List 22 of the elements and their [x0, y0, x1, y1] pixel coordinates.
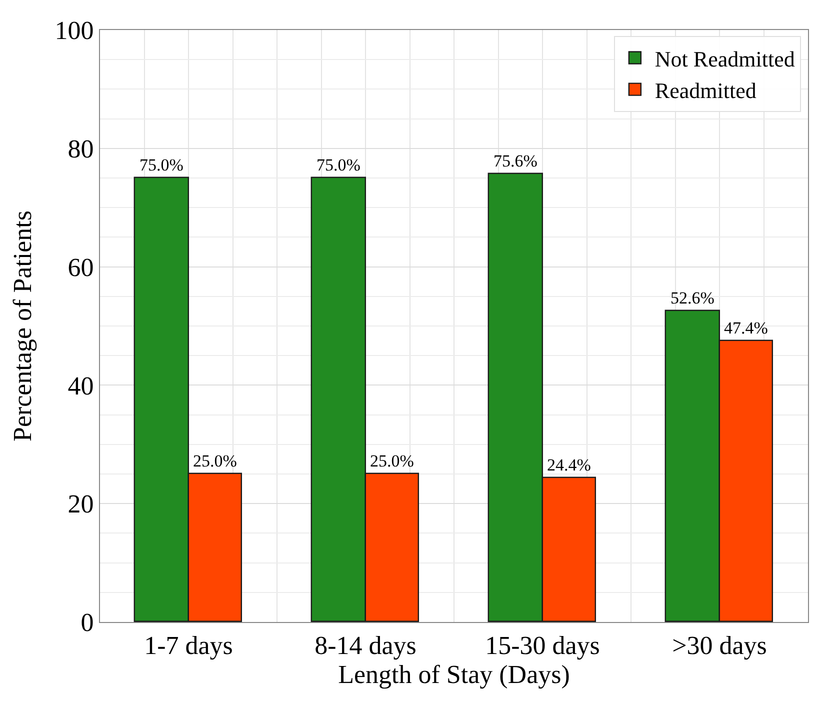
x-tick-label: 15-30 days [485, 631, 600, 660]
x-tick-label: >30 days [672, 631, 767, 660]
data-label: 75.6% [493, 151, 538, 170]
data-label: 25.0% [370, 451, 414, 470]
y-tick-label: 0 [80, 608, 94, 638]
legend-label: Not Readmitted [654, 46, 795, 72]
y-tick-label: 60 [68, 252, 94, 282]
x-axis-title: Length of Stay (Days) [338, 660, 570, 690]
data-label: 47.4% [724, 318, 768, 338]
x-tick-label: 8-14 days [314, 631, 416, 660]
data-label: 75.0% [316, 155, 360, 174]
data-label: 25.0% [192, 451, 237, 470]
x-tick-label: 1-7 days [144, 631, 233, 660]
y-axis-title: Percentage of Patients [8, 210, 38, 442]
data-label: 24.4% [546, 455, 591, 474]
y-tick-label: 80 [68, 134, 94, 164]
legend-label: Readmitted [654, 78, 756, 103]
y-tick-label: 40 [68, 371, 94, 400]
y-tick-label: 100 [54, 16, 94, 46]
data-label: 75.0% [139, 155, 184, 174]
data-label: 52.6% [670, 288, 714, 308]
y-tick-label: 20 [68, 490, 94, 519]
